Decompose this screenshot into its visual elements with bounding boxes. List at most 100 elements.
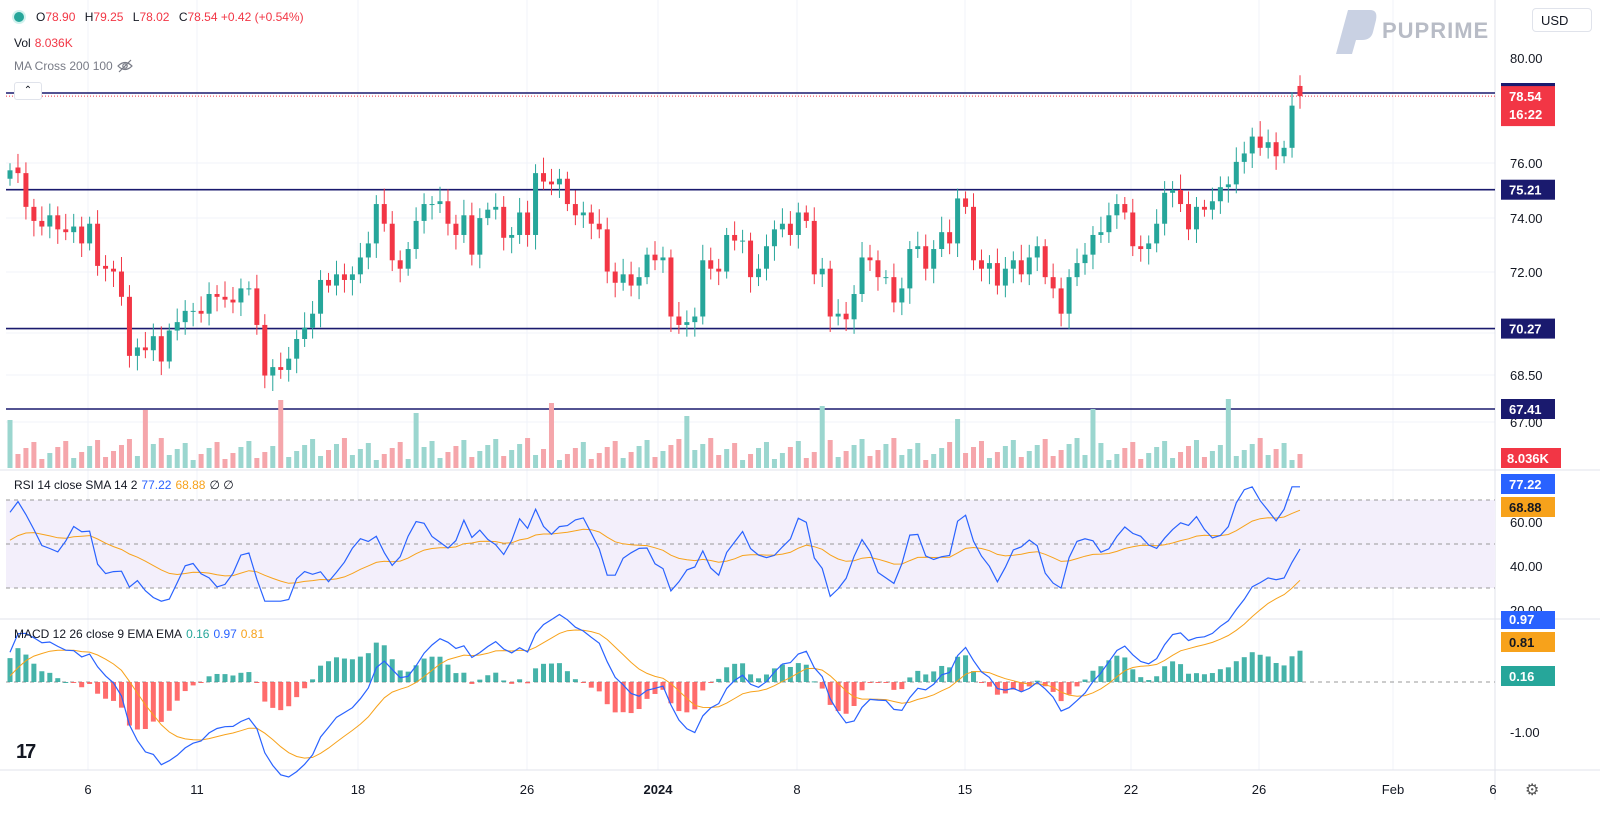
candle-body [87, 223, 93, 244]
candle-body [676, 316, 682, 325]
macd-hist-bar [246, 672, 252, 682]
macd-hist-bar [907, 677, 913, 682]
volume-bar [986, 458, 992, 468]
candle-body [851, 294, 857, 320]
candle-body [477, 218, 483, 255]
macd-hist-bar [469, 682, 475, 684]
candle-body [1082, 254, 1088, 264]
close-label: C [178, 10, 188, 24]
macd-hist-bar [724, 667, 730, 682]
candle-body [1138, 246, 1144, 250]
candle-body [994, 263, 1000, 286]
rsi-value: 77.22 [141, 478, 172, 492]
volume-bar [477, 451, 483, 468]
volume-bar [891, 438, 897, 468]
macd-hist-bar [461, 672, 467, 682]
candle-body [15, 167, 21, 174]
candle-body [190, 310, 196, 312]
candle-body [7, 170, 13, 179]
candle-body [899, 288, 905, 303]
candle-body [1002, 268, 1008, 286]
candle-body [636, 277, 642, 286]
volume-bar [628, 452, 634, 468]
macd-legend: MACD 12 26 close 9 EMA EMA 0.16 0.97 0.81 [14, 627, 264, 641]
volume-bar [71, 458, 77, 468]
volume-bar [1114, 454, 1120, 468]
macd-hist-bar [341, 658, 347, 682]
volume-bar [1066, 444, 1072, 468]
macd-hist-bar [214, 673, 220, 682]
ma-legend[interactable]: MA Cross 200 100 [14, 59, 133, 73]
candle-body [103, 265, 109, 269]
chevron-up-icon[interactable]: ⌃ [14, 82, 42, 100]
candle-body [875, 260, 881, 278]
candle-body [1281, 147, 1287, 157]
candle-body [955, 198, 961, 244]
volume-bar [270, 446, 276, 468]
level-label: 70.27 [1509, 322, 1542, 337]
volume-bar [636, 446, 642, 468]
candle-body [1273, 142, 1279, 157]
macd-hist-bar [883, 682, 889, 683]
volume-bar [564, 454, 570, 468]
macd-hist-bar [827, 682, 833, 705]
volume-bar [7, 420, 13, 468]
volume-bar [915, 443, 921, 468]
macd-hist-bar [811, 681, 817, 683]
volume-bar [875, 450, 881, 468]
candle-body [429, 204, 435, 206]
candle-body [564, 178, 570, 205]
candle-body [986, 263, 992, 269]
macd-hist-bar [955, 656, 961, 682]
volume-bar [357, 449, 363, 468]
currency-select[interactable]: USD [1532, 8, 1592, 32]
volume-bar [994, 452, 1000, 468]
volume-bar [1074, 438, 1080, 468]
high-label: H [84, 10, 94, 24]
volume-bar [134, 456, 140, 468]
candle-body [174, 322, 180, 331]
y-tick-label: 74.00 [1510, 211, 1543, 226]
tradingview-logo-icon[interactable]: 17 [16, 741, 36, 763]
level-badge [1501, 179, 1555, 200]
macd-hist-bar [947, 667, 953, 682]
candle-body [1154, 223, 1160, 244]
macd-label: MACD 12 26 close 9 EMA EMA [14, 627, 183, 641]
macd-hist-bar [397, 670, 403, 682]
gear-icon[interactable]: ⚙ [1525, 782, 1540, 799]
macd-hist-bar [1257, 654, 1263, 682]
candle-body [1018, 260, 1024, 275]
change-value: +0.42 (+0.54%) [220, 10, 304, 24]
macd-hist-bar [1241, 657, 1247, 682]
macd-hist-bar [445, 664, 451, 682]
macd-hist-bar [692, 682, 698, 710]
macd-hist-bar [134, 682, 140, 730]
macd-hist-bar [867, 682, 873, 683]
macd-hist-bar [1217, 669, 1223, 682]
macd-hist-bar [1154, 676, 1160, 682]
volume-bar [756, 448, 762, 468]
macd-hist-bar [1193, 673, 1199, 682]
macd-hist-bar [580, 682, 586, 683]
volume-bar [620, 458, 626, 468]
eye-off-icon[interactable] [116, 59, 133, 73]
level-badge [1501, 318, 1555, 339]
candle-body [859, 257, 865, 295]
volume-bar [708, 438, 714, 468]
macd-tick-label: -1.00 [1510, 725, 1540, 740]
macd-hist-bar [1146, 680, 1152, 682]
volume-bar [214, 442, 220, 468]
candle-body [1170, 189, 1176, 193]
candle-body [1178, 189, 1184, 205]
macd-hist-bar [302, 682, 308, 689]
candle-body [182, 310, 188, 323]
candle-body [803, 212, 809, 221]
volume-bar [31, 442, 37, 468]
close-value: 78.54 [187, 10, 218, 24]
rsi-sma-line [9, 509, 1301, 584]
macd-hist-bar [533, 668, 539, 682]
candle-body [1066, 277, 1072, 314]
x-tick-label: Feb [1382, 782, 1404, 797]
candle-body [1217, 187, 1223, 202]
